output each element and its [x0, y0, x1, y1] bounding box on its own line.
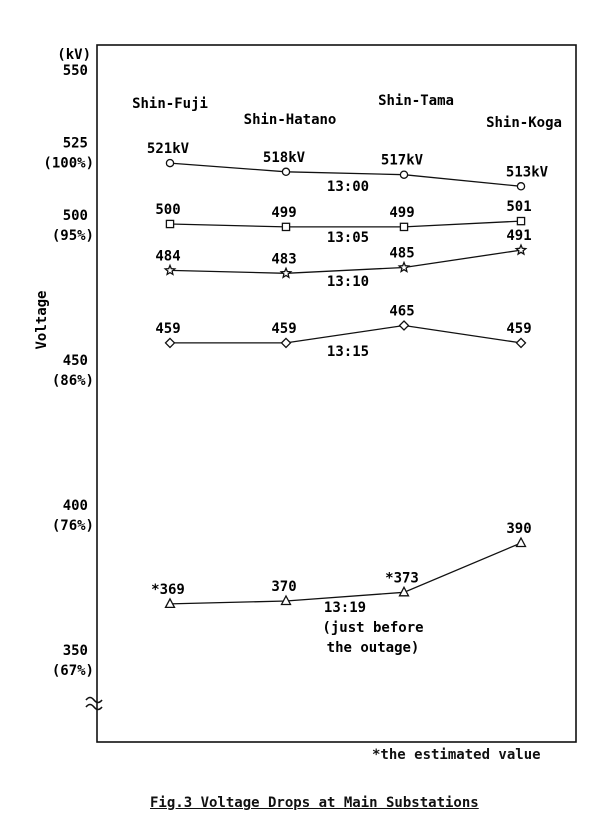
- series-1305: 500 499 499 501 13:05: [155, 199, 531, 246]
- data-point: [281, 222, 291, 232]
- y-tick-label: 525: [63, 136, 88, 152]
- category-label: Shin-Fuji: [132, 96, 208, 112]
- data-label: 499: [271, 205, 296, 221]
- category-label: Shin-Hatano: [244, 112, 337, 128]
- series-1315: 459 459 465 459 13:15: [155, 304, 531, 361]
- data-point: [515, 337, 527, 349]
- category-label: Shin-Tama: [378, 93, 454, 109]
- series-time-label: 13:19: [324, 600, 366, 616]
- data-label: 517kV: [381, 153, 424, 169]
- figure-caption: Fig.3 Voltage Drops at Main Substations: [150, 795, 479, 811]
- series-1319: *369 370 *373 390 13:19 (just before the outag…: [151, 521, 532, 656]
- data-point: [399, 170, 409, 179]
- data-point: [515, 536, 527, 548]
- data-point: [399, 222, 409, 232]
- data-point: [164, 597, 176, 609]
- data-label: 483: [271, 251, 296, 267]
- data-point: [516, 216, 526, 226]
- y-tick-percent: (76%): [52, 518, 94, 534]
- series-line: [169, 542, 522, 605]
- footnote: *the estimated value: [372, 747, 541, 763]
- data-label: 459: [271, 321, 296, 337]
- y-tick-label: 400: [63, 498, 88, 514]
- data-label: 499: [389, 205, 414, 221]
- data-label: 521kV: [147, 141, 190, 157]
- data-label: 501: [506, 199, 531, 215]
- series-time-label: 13:05: [327, 230, 369, 246]
- data-point: [164, 337, 176, 349]
- data-point: [398, 320, 410, 331]
- y-axis-label: Voltage: [34, 290, 50, 349]
- series-1310: 484 483 485 491 13:10: [155, 228, 531, 290]
- y-tick-percent: (67%): [52, 663, 94, 679]
- data-label: 485: [389, 246, 414, 262]
- series-time-label: 13:00: [327, 179, 369, 195]
- y-tick-percent: (100%): [43, 156, 94, 172]
- data-label: 513kV: [506, 164, 549, 180]
- data-label: 484: [155, 248, 180, 264]
- series-time-label: 13:10: [327, 274, 369, 290]
- y-unit-label: (kV): [57, 47, 91, 63]
- data-label: 500: [155, 202, 180, 218]
- data-label: *369: [151, 582, 185, 598]
- data-label: 370: [271, 579, 296, 595]
- series-time-note: the outage): [327, 640, 420, 656]
- data-point: [514, 243, 528, 256]
- data-point: [165, 158, 175, 168]
- series-line: [170, 324, 522, 344]
- series-1300: 521kV 518kV 517kV 513kV 13:00: [147, 141, 549, 195]
- plot-frame: [96, 44, 577, 743]
- series-line: [169, 249, 522, 274]
- y-tick-label: 450: [63, 353, 88, 369]
- y-tick-percent: (95%): [52, 228, 94, 244]
- data-label: 491: [506, 228, 531, 244]
- series-line: [169, 162, 522, 187]
- data-point: [398, 585, 410, 597]
- series-time-label: 13:15: [327, 344, 369, 360]
- data-point: [516, 182, 526, 191]
- data-label: 465: [389, 304, 414, 320]
- y-tick-label: 500: [63, 208, 88, 224]
- y-tick-label: 550: [63, 63, 88, 79]
- data-label: 518kV: [263, 150, 306, 166]
- data-label: 459: [155, 321, 180, 337]
- data-point: [280, 337, 292, 349]
- data-point: [165, 219, 175, 229]
- data-point: [163, 263, 177, 276]
- series-line: [169, 220, 522, 228]
- data-point: [397, 260, 411, 273]
- data-label: 390: [506, 521, 531, 537]
- category-label: Shin-Koga: [486, 115, 562, 131]
- data-label: 459: [506, 321, 531, 337]
- data-point: [280, 594, 292, 606]
- series-time-note: (just before: [322, 620, 423, 636]
- data-label: *373: [385, 570, 419, 586]
- data-point: [279, 266, 293, 279]
- y-tick-label: 350: [63, 643, 88, 659]
- axis-break-mark: [85, 696, 103, 711]
- y-tick-percent: (86%): [52, 373, 94, 389]
- data-point: [281, 167, 291, 177]
